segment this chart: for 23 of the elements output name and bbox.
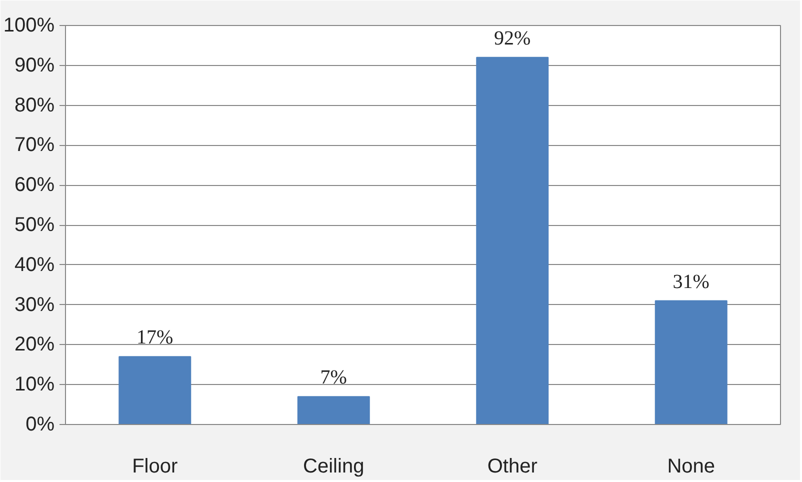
data-label: 17% [136,326,174,349]
data-label: 31% [672,270,710,293]
y-tick-label: 90% [14,54,55,76]
bar [118,356,192,424]
y-tick-label: 60% [14,174,55,196]
y-tick-label: 100% [3,14,55,36]
y-tick-label: 50% [14,214,55,236]
y-tick-label: 10% [14,374,55,396]
y-tick-label: 40% [14,254,55,276]
y-tick-label: 70% [14,134,55,156]
bar [297,396,370,424]
x-tick-label: Floor [132,456,178,478]
data-label: 92% [494,27,531,50]
y-tick-label: 0% [26,414,55,436]
x-tick-label: Ceiling [303,456,364,478]
bar [476,56,549,424]
x-tick-label: None [667,456,716,478]
data-label: 7% [320,366,347,389]
y-tick-label: 30% [14,294,55,316]
x-tick-label: Other [487,456,538,478]
y-tick-label: 80% [14,94,55,116]
bar [654,300,728,424]
y-tick-label: 20% [14,334,55,356]
